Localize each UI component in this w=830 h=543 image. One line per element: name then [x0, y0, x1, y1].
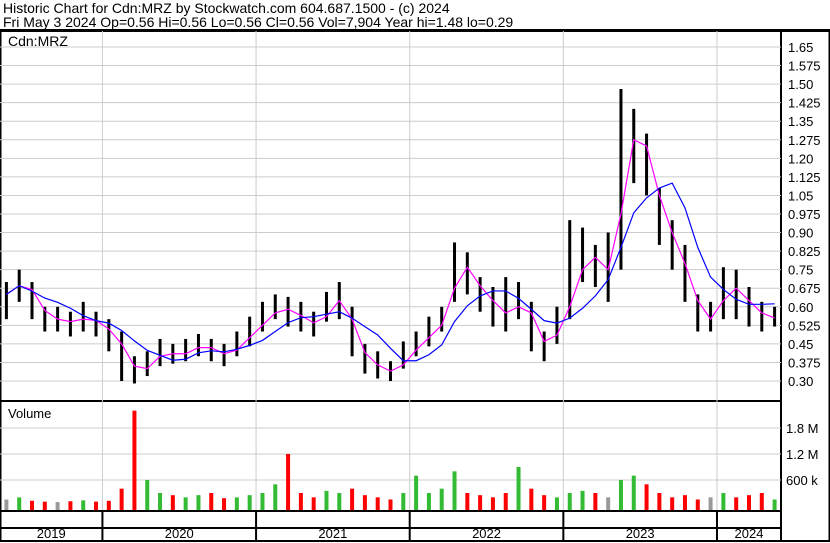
volume-bar — [311, 497, 316, 510]
volume-bar — [772, 499, 777, 510]
price-tick-label: 1.05 — [788, 188, 813, 203]
price-tick-label: 0.60 — [788, 300, 813, 315]
volume-bar — [759, 493, 764, 510]
volume-bar — [695, 499, 700, 510]
volume-tick-label: 600 k — [786, 473, 818, 488]
volume-bar — [337, 493, 342, 510]
volume-tick-label: 1.8 M — [786, 421, 819, 436]
volume-bar — [68, 501, 73, 510]
price-tick-label: 0.75 — [788, 263, 813, 278]
volume-bar — [55, 502, 60, 510]
volume-bar — [452, 471, 457, 510]
volume-bar — [94, 501, 99, 510]
volume-bar — [17, 497, 22, 510]
volume-bar — [170, 495, 175, 510]
volume-bar — [158, 493, 163, 510]
volume-bar — [375, 497, 380, 510]
volume-bar — [516, 467, 521, 510]
volume-bar — [426, 493, 431, 510]
price-tick-label: 1.35 — [788, 114, 813, 129]
price-tick-label: 1.575 — [788, 59, 821, 74]
volume-bar — [580, 490, 585, 510]
volume-bar — [30, 500, 35, 510]
volume-bar — [145, 480, 150, 510]
volume-bar — [298, 493, 303, 510]
volume-bar — [222, 498, 227, 510]
chart-frame — [0, 30, 830, 542]
price-tick-label: 1.275 — [788, 133, 821, 148]
volume-bar — [4, 499, 9, 510]
volume-bar — [196, 495, 201, 510]
volume-bar — [42, 501, 47, 510]
volume-bar — [606, 497, 611, 510]
price-tick-label: 1.125 — [788, 170, 821, 185]
volume-bar — [503, 493, 508, 510]
volume-bar — [324, 490, 329, 510]
volume-bar — [119, 488, 124, 510]
chart-title: Historic Chart for Cdn:MRZ by Stockwatch… — [3, 0, 450, 16]
year-label: 2023 — [626, 526, 655, 541]
volume-bar — [234, 497, 239, 510]
year-label: 2021 — [318, 526, 347, 541]
volume-bar — [490, 497, 495, 510]
price-tick-label: 1.20 — [788, 151, 813, 166]
price-tick-label: 0.825 — [788, 244, 821, 259]
price-tick-label: 1.65 — [788, 40, 813, 55]
volume-bar — [209, 493, 214, 510]
volume-bar — [286, 454, 291, 510]
year-label: 2022 — [472, 526, 501, 541]
price-tick-label: 0.525 — [788, 318, 821, 333]
volume-bar — [350, 488, 355, 510]
volume-bar — [657, 493, 662, 510]
volume-bar — [273, 484, 278, 510]
volume-bar — [132, 410, 137, 510]
price-tick-label: 0.975 — [788, 207, 821, 222]
volume-bar — [478, 495, 483, 510]
volume-bar — [81, 500, 86, 510]
volume-bar — [439, 488, 444, 510]
volume-tick-label: 1.2 M — [786, 447, 819, 462]
symbol-label: Cdn:MRZ — [8, 33, 68, 49]
volume-bar — [670, 497, 675, 510]
quote-summary: Fri May 3 2024 Op=0.56 Hi=0.56 Lo=0.56 C… — [3, 14, 514, 30]
volume-bar — [721, 493, 726, 510]
volume-bar — [414, 475, 419, 510]
volume-bar — [542, 495, 547, 510]
volume-bar — [746, 495, 751, 510]
volume-bar — [106, 500, 111, 510]
price-tick-label: 0.675 — [788, 281, 821, 296]
volume-bar — [247, 495, 252, 510]
volume-bar — [567, 493, 572, 510]
volume-bar — [260, 493, 265, 510]
volume-bar — [554, 497, 559, 510]
price-tick-label: 0.45 — [788, 337, 813, 352]
year-label: 2019 — [37, 526, 66, 541]
volume-bar — [362, 495, 367, 510]
volume-bar — [734, 497, 739, 510]
volume-bar — [593, 493, 598, 510]
year-label: 2020 — [165, 526, 194, 541]
price-tick-label: 1.50 — [788, 77, 813, 92]
volume-bar — [644, 484, 649, 510]
volume-bar — [618, 480, 623, 510]
price-tick-label: 0.375 — [788, 355, 821, 370]
volume-bar — [529, 488, 534, 510]
year-label: 2024 — [735, 526, 764, 541]
price-tick-label: 0.90 — [788, 226, 813, 241]
volume-bar — [183, 497, 188, 510]
price-tick-label: 0.30 — [788, 374, 813, 389]
ma-long-line — [6, 182, 775, 362]
volume-bar — [465, 493, 470, 510]
volume-bar — [388, 499, 393, 510]
volume-bar — [682, 495, 687, 510]
volume-label: Volume — [8, 406, 51, 421]
ma-short-line — [6, 138, 775, 372]
volume-bar — [708, 497, 713, 510]
volume-bar — [401, 493, 406, 510]
volume-bar — [631, 475, 636, 510]
price-tick-label: 1.425 — [788, 96, 821, 111]
